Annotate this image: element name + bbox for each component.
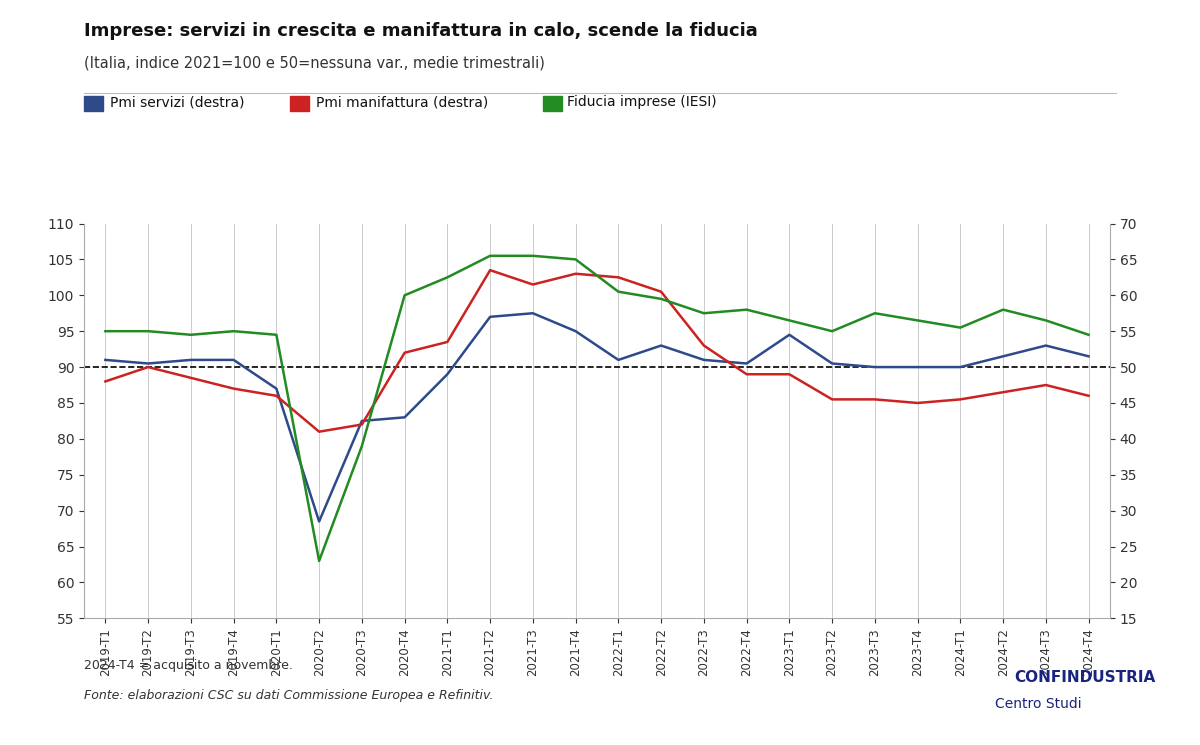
Text: CONFINDUSTRIA: CONFINDUSTRIA: [1014, 670, 1156, 685]
Text: Pmi manifattura (destra): Pmi manifattura (destra): [317, 95, 488, 110]
Text: Fiducia imprese (IESI): Fiducia imprese (IESI): [566, 95, 716, 110]
Text: (Italia, indice 2021=100 e 50=nessuna var., medie trimestrali): (Italia, indice 2021=100 e 50=nessuna va…: [84, 56, 545, 71]
Text: Fonte: elaborazioni CSC su dati Commissione Europea e Refinitiv.: Fonte: elaborazioni CSC su dati Commissi…: [84, 689, 493, 702]
Bar: [290, 96, 308, 111]
Bar: [84, 96, 102, 111]
Text: Centro Studi: Centro Studi: [995, 697, 1081, 711]
Text: Pmi servizi (destra): Pmi servizi (destra): [110, 95, 245, 110]
Text: Imprese: servizi in crescita e manifattura in calo, scende la fiducia: Imprese: servizi in crescita e manifattu…: [84, 22, 757, 40]
Bar: [544, 96, 562, 111]
Text: 2024-T4 = acquisito a novembre.: 2024-T4 = acquisito a novembre.: [84, 659, 293, 672]
